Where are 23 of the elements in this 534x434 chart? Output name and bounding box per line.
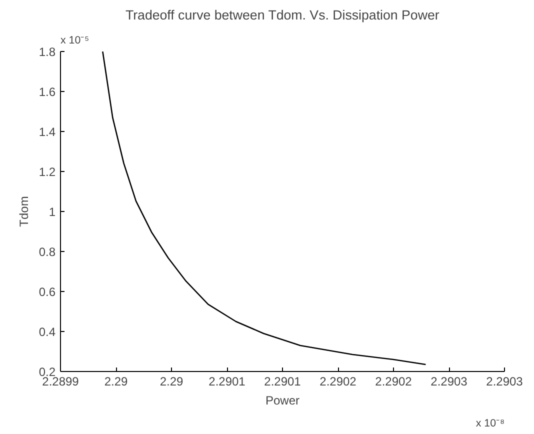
line-series	[102, 52, 426, 366]
x-tick-label: 2.2901	[208, 374, 246, 388]
y-tick-label: 1.2	[38, 165, 56, 179]
y-axis-title: Tdom	[16, 196, 31, 227]
y-tick-label: 0.6	[38, 285, 56, 299]
text: x 10⁻⁵	[60, 34, 90, 46]
y-tick-label: 0.8	[38, 245, 56, 259]
x-tick-label: 2.2903	[486, 374, 524, 388]
text: x 10⁻⁸	[476, 418, 505, 430]
x-tick-label: 2.2901	[264, 374, 302, 388]
x-tick-label: 2.29	[160, 374, 184, 388]
x-tick-label: 2.2903	[430, 374, 468, 388]
y-tick-label: 1.8	[38, 45, 56, 59]
y-tick-label: 1.6	[38, 85, 56, 99]
x-tick-label: 2.2902	[320, 374, 357, 388]
x-tick-label: 2.2902	[375, 374, 412, 388]
x-axis-title: Power	[265, 394, 300, 408]
x-tick-label: 2.2899	[42, 374, 80, 388]
y-tick-label: 1.4	[38, 125, 56, 139]
y-tick-label: 1	[48, 205, 56, 219]
y-tick-label: 0.4	[38, 325, 56, 339]
chart-title: Tradeoff curve between Tdom. Vs. Dissipation Power	[125, 8, 440, 22]
x-tick-label: 2.29	[104, 374, 128, 388]
